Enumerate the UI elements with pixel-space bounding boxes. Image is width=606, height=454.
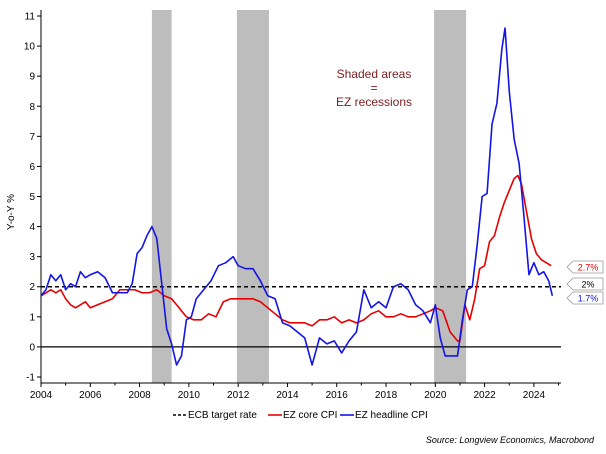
annotation-line: = [370, 81, 377, 95]
legend-item: EZ core CPI [268, 410, 337, 421]
series-line-ez-headline-cpi [40, 27, 554, 366]
legend: ECB target rate EZ core CPI EZ headline CP… [173, 410, 428, 421]
legend-item: EZ headline CPI [340, 410, 428, 421]
end-label-text: 1.7% [578, 293, 599, 303]
y-tick-label: 2 [29, 282, 35, 293]
end-label-box [566, 291, 604, 305]
recession-band-1 [151, 10, 172, 383]
y-tick-label: 1 [29, 312, 35, 323]
x-tick-label: 2010 [178, 390, 201, 401]
y-tick-label: 0 [29, 342, 35, 353]
y-tick-label: 3 [29, 252, 35, 263]
y-tick-label: 11 [25, 12, 36, 23]
series-lines [40, 27, 561, 366]
x-tick-label: 2024 [523, 390, 546, 401]
end-label-badge: 2% [566, 277, 604, 291]
x-tick-label: 2016 [326, 390, 349, 401]
y-tick-label: 8 [29, 102, 35, 113]
axes: -1 0 1 2 3 4 5 6 7 8 9 10 11 2004 2006 2008 2010 2012 2014… [24, 10, 561, 401]
y-tick-label: 4 [29, 222, 35, 233]
x-tick-label: 2008 [128, 390, 151, 401]
y-axis-label: Y-o-Y % [6, 194, 17, 230]
x-tick-label: 2020 [424, 390, 447, 401]
x-tick-label: 2018 [375, 390, 398, 401]
x-tick-label: 2022 [473, 390, 496, 401]
end-value-labels: 2.7% 2% 1.7% [566, 260, 604, 305]
recession-band-2 [236, 10, 269, 383]
annotation-line: Shaded areas [337, 67, 412, 81]
end-label-badge: 1.7% [566, 291, 604, 305]
x-tick-label: 2006 [79, 390, 102, 401]
y-tick-label: 7 [29, 132, 35, 143]
legend-label: EZ headline CPI [355, 410, 428, 421]
annotation-line: EZ recessions [336, 95, 412, 109]
y-tick-label: 5 [29, 192, 35, 203]
y-tick-label: 9 [29, 72, 35, 83]
legend-label: EZ core CPI [283, 410, 337, 421]
source-note: Source: Longview Economics, Macrobond [426, 435, 595, 445]
x-tick-label: 2014 [276, 390, 299, 401]
x-tick-label: 2004 [30, 390, 53, 401]
legend-label: ECB target rate [188, 410, 257, 421]
y-tick-label: 10 [24, 42, 36, 53]
y-tick-label: -1 [26, 372, 35, 383]
y-tick-label: 6 [29, 162, 35, 173]
recession-band-3 [434, 10, 467, 383]
x-tick-label: 2012 [227, 390, 250, 401]
end-label-text: 2% [581, 279, 594, 289]
series-line-ez-core-cpi [40, 174, 552, 342]
recession-shading [151, 10, 467, 383]
legend-item: ECB target rate [173, 410, 257, 421]
end-label-box [566, 277, 604, 291]
end-label-text: 2.7% [578, 262, 599, 272]
end-label-box [566, 260, 604, 274]
end-label-badge: 2.7% [566, 260, 604, 274]
recession-annotation: Shaded areas=EZ recessions [336, 67, 412, 109]
